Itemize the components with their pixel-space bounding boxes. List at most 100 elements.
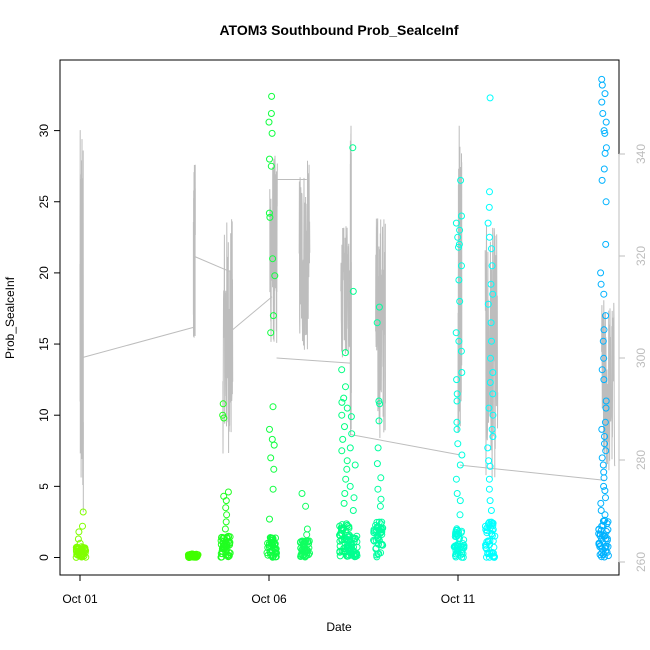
data-point [487,319,495,327]
data-point [484,219,492,227]
series-group [343,144,361,561]
data-point [299,542,307,550]
y-axis-label: Prob_SealceInf [3,276,17,359]
data-point [270,441,278,449]
data-point [223,533,231,541]
data-point [377,495,385,503]
data-point [453,418,461,426]
data-point [303,537,311,545]
secondary-line-connector [459,464,606,481]
data-point [81,546,89,554]
data-point [269,403,277,411]
data-point [487,280,495,288]
data-point [373,518,381,526]
y-tick-label: 15 [37,337,51,351]
data-point [336,548,344,556]
data-point [453,526,461,534]
data-point [458,262,465,270]
y-tick-label: 10 [37,408,51,422]
data-point [373,460,381,468]
data-point [598,535,605,543]
chart-title: ATOM3 Southbound Prob_SealceInf [219,22,458,38]
data-point [218,534,225,541]
data-point [374,444,382,452]
data-point [348,430,356,438]
data-point [490,553,498,561]
data-point [269,534,277,542]
series-group [595,75,612,561]
data-point [222,504,230,512]
data-point [599,517,607,525]
data-point [451,542,459,550]
data-point [346,482,354,490]
data-point [455,243,462,251]
data-point [346,444,354,452]
data-point [302,502,310,510]
data-point [456,461,464,469]
data-point [341,423,348,431]
data-point [488,262,496,270]
data-point [598,81,606,89]
data-point [486,462,494,470]
data-point [601,90,609,98]
data-point [222,497,230,505]
data-point [377,474,385,482]
data-point [223,511,231,519]
data-point [486,94,494,102]
data-point [457,347,465,355]
data-point [221,525,229,533]
data-point [489,433,497,440]
data-point [599,337,607,345]
data-point [458,369,466,376]
data-point [486,497,494,505]
data-point [376,400,384,408]
data-point [341,349,349,357]
series-group [450,176,468,561]
data-point [488,337,495,345]
data-point [269,255,277,263]
series-group [72,508,90,561]
data-point [268,129,276,137]
data-point [598,553,605,561]
data-point [74,535,82,543]
secondary-line-segment [192,164,196,337]
y-tick-label: 0 [37,554,51,561]
data-point [343,404,351,412]
data-point [344,536,352,544]
data-point [455,276,463,284]
data-point [303,551,311,559]
data-point [304,546,312,554]
data-point [303,525,311,533]
data-point [485,553,493,561]
secondary-line-segment [222,219,234,454]
data-point [452,329,460,337]
secondary-line-segment [349,125,352,436]
data-point [271,548,279,556]
data-point [266,213,274,221]
data-point [600,376,608,384]
data-point [222,518,230,526]
data-point [602,397,610,405]
data-point [271,272,279,280]
data-point [268,92,276,100]
data-point [374,550,382,558]
data-point [486,233,493,241]
data-point [75,528,83,536]
secondary-line-connector [276,357,351,364]
data-point [486,379,494,386]
data-point [349,144,357,152]
data-point [602,198,610,206]
data-point [72,547,80,555]
secondary-line-connector [228,296,273,333]
data-point [604,526,612,534]
secondary-line-connector [350,434,460,456]
x-tick-label: Oct 01 [62,592,98,606]
data-point [272,545,280,553]
data-point [599,461,607,469]
data-point [602,494,609,502]
data-point [264,551,272,559]
data-point [600,354,608,362]
data-point [601,440,608,448]
data-point [453,376,461,384]
data-point [485,404,493,412]
